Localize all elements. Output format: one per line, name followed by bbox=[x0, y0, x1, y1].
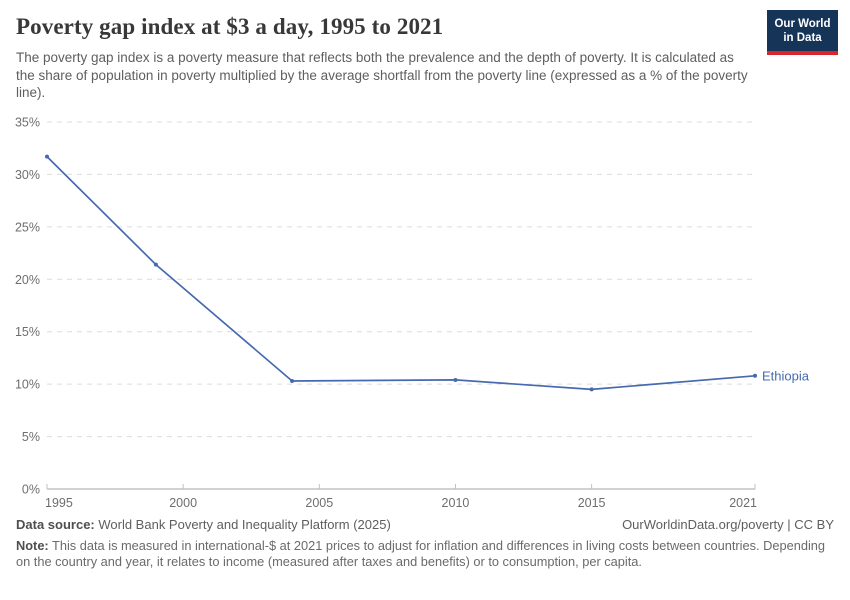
x-tick-label: 2000 bbox=[169, 496, 197, 510]
data-point-marker[interactable] bbox=[45, 154, 49, 159]
chart-note: Note: This data is measured in internati… bbox=[16, 538, 834, 571]
data-point-marker[interactable] bbox=[153, 262, 158, 267]
x-tick-label: 2010 bbox=[442, 496, 470, 510]
data-point-marker[interactable] bbox=[753, 373, 757, 378]
y-tick-label: 15% bbox=[15, 325, 40, 339]
data-source-text: World Bank Poverty and Inequality Platfo… bbox=[94, 516, 391, 532]
series-line[interactable] bbox=[46, 155, 756, 390]
chart-subtitle: The poverty gap index is a poverty measu… bbox=[16, 50, 748, 100]
y-tick-label: 10% bbox=[15, 377, 40, 391]
x-tick-label: 2015 bbox=[578, 496, 606, 510]
y-tick-label: 5% bbox=[22, 430, 40, 444]
data-point-marker[interactable] bbox=[589, 386, 594, 391]
y-tick-label: 25% bbox=[15, 220, 40, 234]
y-tick-label: 35% bbox=[15, 115, 40, 129]
logo-line-1: Our World bbox=[774, 18, 831, 30]
page-title: Poverty gap index at $3 a day, 1995 to 2… bbox=[16, 14, 444, 39]
y-tick-label: 0% bbox=[22, 482, 40, 496]
x-tick-label: 2021 bbox=[729, 496, 757, 510]
data-point-marker[interactable] bbox=[290, 378, 295, 383]
chart-footer: Data source: World Bank Poverty and Ineq… bbox=[0, 512, 850, 571]
owid-logo[interactable]: Our World in Data bbox=[767, 10, 838, 55]
data-source: Data source: World Bank Poverty and Ineq… bbox=[16, 516, 391, 534]
y-tick-label: 20% bbox=[15, 272, 40, 286]
x-tick-label: 1995 bbox=[45, 496, 73, 510]
data-point-marker[interactable] bbox=[453, 377, 458, 382]
note-text: This data is measured in international-$… bbox=[16, 537, 826, 570]
note-label: Note: bbox=[16, 537, 49, 553]
entity-label[interactable]: Ethiopia bbox=[762, 368, 810, 383]
x-tick-label: 2005 bbox=[305, 496, 333, 510]
y-tick-label: 30% bbox=[15, 167, 40, 181]
line-chart[interactable]: 0% 5% 10% 15% 20% 25% 30% 35% 1995 2000 2005 2010 20… bbox=[0, 104, 850, 512]
logo-line-2: in Data bbox=[783, 32, 822, 45]
chart-header: Poverty gap index at $3 a day, 1995 to 2… bbox=[0, 0, 850, 102]
credit-link[interactable]: OurWorldinData.org/poverty | CC BY bbox=[622, 516, 834, 532]
data-source-label: Data source: bbox=[16, 516, 95, 532]
